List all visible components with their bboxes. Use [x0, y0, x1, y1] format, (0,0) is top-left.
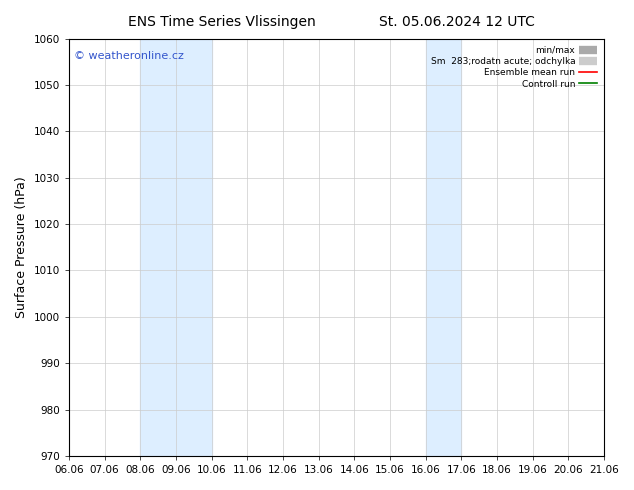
Legend: min/max, Sm  283;rodatn acute; odchylka, Ensemble mean run, Controll run: min/max, Sm 283;rodatn acute; odchylka, … [428, 43, 600, 91]
Y-axis label: Surface Pressure (hPa): Surface Pressure (hPa) [15, 176, 28, 318]
Text: © weatheronline.cz: © weatheronline.cz [74, 51, 184, 61]
Bar [425, 39, 462, 456]
Bar [140, 39, 212, 456]
Text: ENS Time Series Vlissingen: ENS Time Series Vlissingen [128, 15, 316, 29]
Text: St. 05.06.2024 12 UTC: St. 05.06.2024 12 UTC [378, 15, 534, 29]
